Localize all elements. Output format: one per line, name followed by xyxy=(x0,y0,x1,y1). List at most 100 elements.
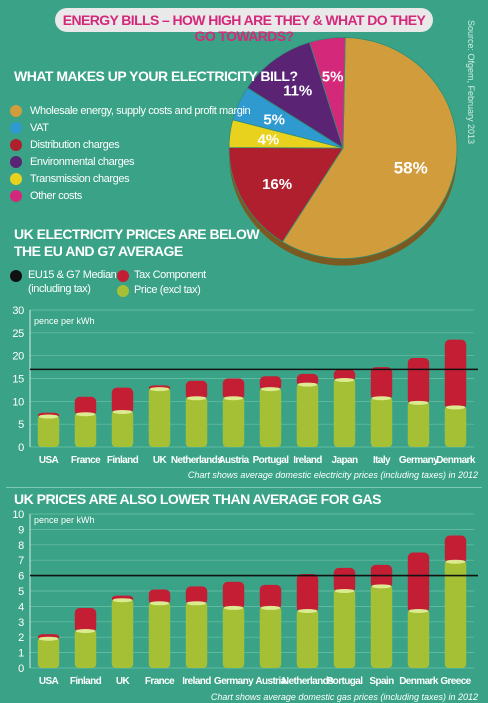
bar-tax-austria xyxy=(259,584,282,610)
bar-tax-germany xyxy=(222,581,245,610)
y-tick-label: 8 xyxy=(18,540,24,552)
x-tick-label: Netherlands xyxy=(282,676,334,687)
circle-bullet-icon xyxy=(10,139,22,151)
bar-highlight xyxy=(408,400,429,405)
bar-price-spain xyxy=(370,584,393,668)
bar-tax-france xyxy=(74,396,97,416)
pie-label-distribution: 16% xyxy=(262,176,292,193)
bar-price-portugal xyxy=(259,387,282,447)
bar-tax-france xyxy=(148,589,171,605)
pie-label-transmission: 4% xyxy=(258,131,280,148)
bar-price-uk xyxy=(111,598,134,668)
pie-label-wholesale: 58% xyxy=(394,159,428,178)
legend-label: Distribution charges xyxy=(30,139,120,151)
legend-price-label: Price (excl tax) xyxy=(134,284,201,296)
pie-label-environmental: 11% xyxy=(283,83,312,100)
bar-price-france xyxy=(148,601,171,668)
circle-bullet-icon xyxy=(10,156,22,168)
bar-tax-portugal xyxy=(259,376,282,391)
bar-tax-germany xyxy=(407,357,430,405)
legend-label: Environmental charges xyxy=(30,156,135,168)
bar-price-finland xyxy=(111,410,134,447)
x-tick-label: Ireland xyxy=(182,676,211,687)
pie-label-vat: 5% xyxy=(263,111,285,128)
bar-tax-finland xyxy=(74,607,97,633)
x-tick-label: Germany xyxy=(399,455,439,466)
x-tick-label: Portugal xyxy=(327,676,364,687)
x-tick-label: France xyxy=(145,676,175,687)
pie-label-other: 5% xyxy=(322,69,344,86)
bar-tax-denmark xyxy=(444,339,467,409)
bar-price-denmark xyxy=(407,609,430,668)
pie-section-title: WHAT MAKES UP YOUR ELECTRICITY BILL? xyxy=(14,68,298,84)
x-tick-label: Ireland xyxy=(293,455,322,466)
bar-tax-finland xyxy=(111,387,134,414)
pie-slice-wholesale xyxy=(281,37,458,259)
circle-bullet-icon xyxy=(10,105,22,117)
bar-tax-greece xyxy=(444,535,467,564)
bar-tax-denmark xyxy=(407,552,430,613)
x-tick-label: Spain xyxy=(369,676,394,687)
bar-highlight xyxy=(260,605,281,610)
x-tick-label: USA xyxy=(39,676,59,687)
bar-price-denmark xyxy=(444,405,467,447)
bar-tax-italy xyxy=(370,367,393,400)
bar-highlight xyxy=(223,396,244,401)
legend-label: Wholesale energy, supply costs and profi… xyxy=(30,105,251,117)
electricity-title-line1: UK ELECTRICITY PRICES ARE BELOW xyxy=(14,226,260,242)
bar-price-japan xyxy=(333,378,356,447)
bar-price-ireland xyxy=(296,383,319,447)
bar-highlight xyxy=(223,605,244,610)
x-tick-label: Germany xyxy=(214,676,254,687)
bar-price-netherlands xyxy=(296,609,319,668)
bar-tax-netherlands xyxy=(185,380,208,400)
x-tick-label: Denmark xyxy=(436,455,476,466)
x-tick-label: Finland xyxy=(107,455,139,466)
x-tick-label: Portugal xyxy=(253,455,290,466)
bar-highlight xyxy=(149,387,170,392)
chart-footnote: Chart shows average domestic gas prices … xyxy=(211,692,478,702)
legend-label: Other costs xyxy=(30,190,82,202)
circle-bullet-icon xyxy=(10,173,22,185)
bar-highlight xyxy=(297,608,318,613)
y-tick-label: 25 xyxy=(12,328,24,340)
bar-tax-netherlands xyxy=(296,574,319,613)
bar-price-germany xyxy=(407,401,430,447)
bar-highlight xyxy=(149,601,170,606)
bar-price-greece xyxy=(444,560,467,668)
x-tick-label: Denmark xyxy=(399,676,439,687)
x-tick-label: France xyxy=(71,455,101,466)
bar-highlight xyxy=(112,409,133,414)
circle-bullet-icon xyxy=(10,270,22,282)
y-tick-label: 10 xyxy=(12,396,24,408)
title-banner: ENERGY BILLS – HOW HIGH ARE THEY & WHAT … xyxy=(55,8,433,44)
y-tick-label: 0 xyxy=(18,663,24,675)
pie-slice-distribution xyxy=(228,147,344,243)
bar-tax-austria xyxy=(222,378,245,400)
bar-highlight xyxy=(75,629,96,633)
x-tick-label: Greece xyxy=(440,676,471,687)
pie-slice-other xyxy=(309,37,346,149)
bar-tax-ireland xyxy=(185,586,208,605)
circle-bullet-icon xyxy=(10,190,22,202)
y-tick-label: 7 xyxy=(18,555,24,567)
bar-price-germany xyxy=(222,606,245,668)
gas-section-title: UK PRICES ARE ALSO LOWER THAN AVERAGE FO… xyxy=(14,491,381,507)
bar-highlight xyxy=(334,378,355,382)
y-tick-label: 5 xyxy=(18,586,24,598)
bar-highlight xyxy=(186,601,207,606)
circle-bullet-icon xyxy=(117,285,129,297)
bar-price-portugal xyxy=(333,589,356,668)
bar-highlight xyxy=(112,598,133,603)
legend-median-label: EU15 & G7 Median xyxy=(28,269,117,281)
legend-tax-label: Tax Component xyxy=(134,269,206,281)
bar-highlight xyxy=(445,559,466,564)
electricity-bill-pie-chart: 58% 16% 4% 5% 11% 5% xyxy=(228,37,458,266)
bar-price-usa xyxy=(37,637,60,668)
x-tick-label: Austria xyxy=(255,676,286,687)
y-tick-label: 4 xyxy=(18,601,24,613)
bar-highlight xyxy=(75,412,96,417)
y-axis-unit-label: pence per kWh xyxy=(34,316,95,326)
x-tick-label: Austria xyxy=(218,455,249,466)
y-axis-unit-label: pence per kWh xyxy=(34,515,95,525)
